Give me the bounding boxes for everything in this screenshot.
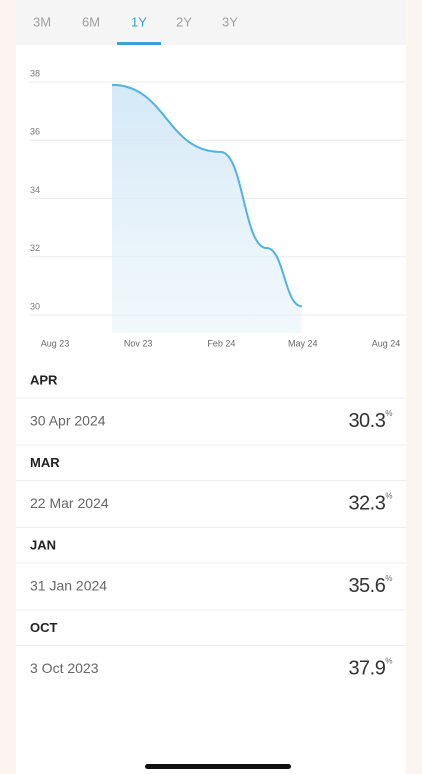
y-tick-label: 34 [30, 185, 40, 195]
row-value: 37.9% [348, 657, 392, 680]
row-date: 3 Oct 2023 [30, 660, 99, 676]
row-value-number: 35.6 [348, 575, 385, 597]
row-date: 30 Apr 2024 [30, 413, 106, 429]
tab-bar [16, 0, 406, 45]
row-date: 22 Mar 2024 [30, 495, 109, 511]
tab[interactable]: 6M [82, 14, 100, 29]
line [111, 83, 303, 308]
x-tick-label: Nov 23 [124, 338, 153, 348]
row-date: 31 Jan 2024 [30, 578, 107, 594]
row-value-unit: % [385, 574, 392, 583]
row-value-number: 32.3 [348, 493, 385, 515]
area [111, 84, 302, 333]
row-value-number: 30.3 [348, 410, 385, 432]
row-value-number: 37.9 [348, 658, 385, 680]
row-value: 35.6% [348, 574, 392, 597]
x-tick-label: Feb 24 [207, 338, 235, 348]
tab-underline [117, 42, 161, 45]
row-value-unit: % [385, 657, 392, 666]
y-tick-label: 36 [30, 127, 40, 137]
x-tick-label: May 24 [288, 338, 318, 348]
tab[interactable]: 2Y [176, 14, 192, 29]
y-tick-label: 30 [30, 301, 40, 311]
row-value-unit: % [385, 409, 392, 418]
section-header: OCT [30, 620, 58, 635]
tab[interactable]: 1Y [131, 14, 147, 29]
row-value: 30.3% [348, 409, 392, 432]
y-tick-label: 32 [30, 243, 40, 253]
section-header: MAR [30, 455, 60, 470]
x-tick-label: Aug 24 [372, 338, 401, 348]
section-header: APR [30, 372, 58, 387]
tab[interactable]: 3M [33, 14, 51, 29]
y-tick-label: 38 [30, 68, 40, 78]
tab[interactable]: 3Y [222, 14, 238, 29]
row-value: 32.3% [348, 492, 392, 515]
home-indicator [145, 764, 291, 769]
row-value-unit: % [385, 492, 392, 501]
x-tick-label: Aug 23 [41, 338, 70, 348]
section-header: JAN [30, 537, 56, 552]
